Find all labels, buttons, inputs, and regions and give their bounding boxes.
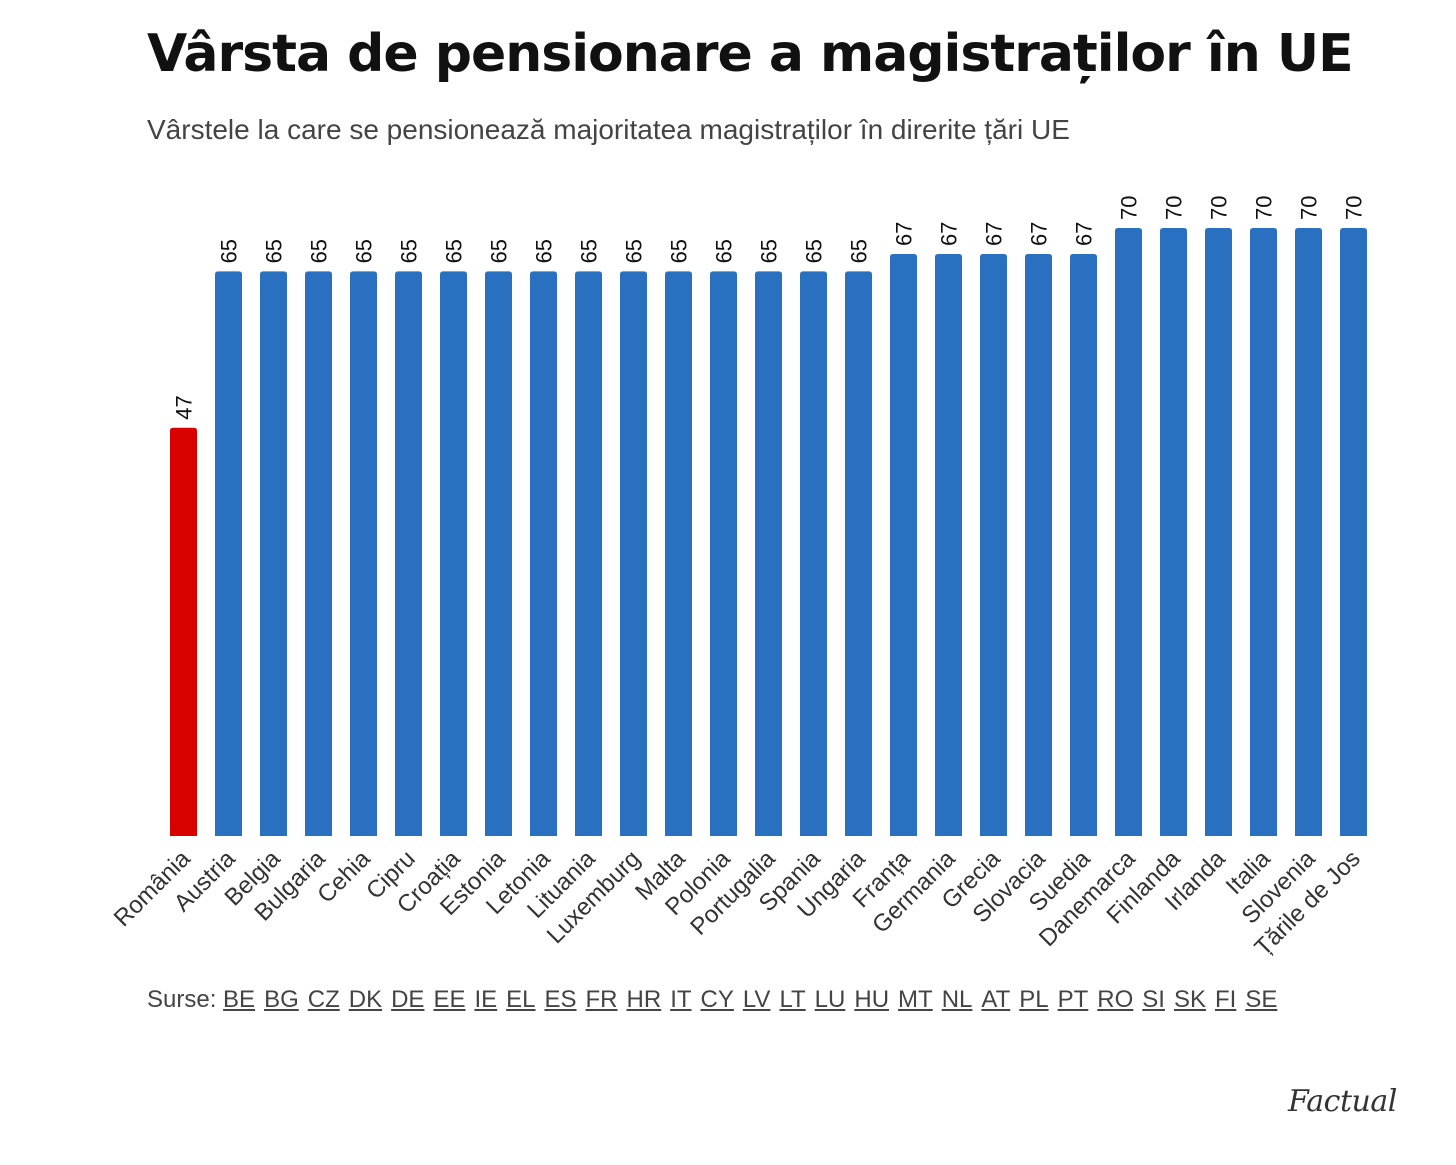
bar-value-label: 70 <box>1297 196 1322 220</box>
bar-value-label: 65 <box>622 239 647 263</box>
category-labels-group: RomâniaAustriaBelgiaBulgariaCehiaCipruCr… <box>109 845 1366 962</box>
bar-value-label: 67 <box>1027 222 1052 246</box>
source-link-ie[interactable]: IE <box>474 986 498 1013</box>
source-link-ee[interactable]: EE <box>433 986 466 1013</box>
bar-value-label: 67 <box>1072 222 1097 246</box>
bar-value-label: 65 <box>262 239 287 263</box>
source-link-el[interactable]: EL <box>506 986 536 1013</box>
source-links: BE BG CZ DK DE EE IE EL ES FR HR IT CY LV LT LU HU MT NL AT… <box>223 986 1286 1013</box>
bar-slovenia <box>1295 228 1322 836</box>
bar-value-label: 67 <box>982 222 1007 246</box>
bar-țările-de-jos <box>1340 228 1367 836</box>
sources-label: Surse: <box>147 986 217 1013</box>
source-link-bg[interactable]: BG <box>264 986 299 1013</box>
bar-value-label: 65 <box>712 239 737 263</box>
bar-belgia <box>260 271 287 836</box>
source-link-pl[interactable]: PL <box>1019 986 1049 1013</box>
source-link-pt[interactable]: PT <box>1057 986 1089 1013</box>
source-link-be[interactable]: BE <box>223 986 256 1013</box>
bar-value-label: 65 <box>532 239 557 263</box>
source-link-mt[interactable]: MT <box>898 986 933 1013</box>
bar-franța <box>890 254 917 837</box>
bar-value-label: 70 <box>1252 196 1277 220</box>
bar-italia <box>1250 228 1277 836</box>
bar-letonia <box>530 271 557 836</box>
bar-value-label: 65 <box>307 239 332 263</box>
bar-lituania <box>575 271 602 836</box>
source-link-se[interactable]: SE <box>1245 986 1278 1013</box>
source-link-sk[interactable]: SK <box>1173 986 1206 1013</box>
bar-cehia <box>350 271 377 836</box>
bar-estonia <box>485 271 512 836</box>
source-link-it[interactable]: IT <box>670 986 692 1013</box>
source-link-es[interactable]: ES <box>544 986 577 1013</box>
bar-value-label: 67 <box>892 222 917 246</box>
bar-românia <box>170 427 197 836</box>
bar-polonia <box>710 271 737 836</box>
bar-suedia <box>1070 254 1097 837</box>
bar-value-label: 65 <box>802 239 827 263</box>
bar-value-label: 65 <box>577 239 602 263</box>
bar-croația <box>440 271 467 836</box>
source-link-cy[interactable]: CY <box>700 986 734 1013</box>
bar-grecia <box>980 254 1007 837</box>
bar-value-label: 65 <box>217 239 242 263</box>
source-link-lt[interactable]: LT <box>779 986 806 1013</box>
source-link-fr[interactable]: FR <box>585 986 618 1013</box>
source-link-si[interactable]: SI <box>1142 986 1165 1013</box>
factual-logo: Factual <box>1288 1084 1397 1119</box>
bar-bulgaria <box>305 271 332 836</box>
chart-title: Vârsta de pensionare a magistraților în … <box>147 24 1354 84</box>
bar-value-label: 65 <box>757 239 782 263</box>
source-link-fi[interactable]: FI <box>1215 986 1237 1013</box>
bar-danemarca <box>1115 228 1142 836</box>
bar-cipru <box>395 271 422 836</box>
chart-subtitle: Vârstele la care se pensionează majorita… <box>147 114 1070 145</box>
category-label: Cehia <box>312 845 376 909</box>
bar-value-label: 65 <box>487 239 512 263</box>
bar-luxemburg <box>620 271 647 836</box>
bar-malta <box>665 271 692 836</box>
sources-line: Surse: BE BG CZ DK DE EE IE EL ES FR HR IT CY LV LT LU H… <box>147 986 1286 1014</box>
bar-slovacia <box>1025 254 1052 837</box>
bar-value-label: 65 <box>667 239 692 263</box>
bar-value-label: 47 <box>172 395 197 419</box>
bars-group <box>170 228 1367 837</box>
bar-finlanda <box>1160 228 1187 836</box>
bar-value-label: 65 <box>442 239 467 263</box>
source-link-ro[interactable]: RO <box>1097 986 1134 1013</box>
bar-portugalia <box>755 271 782 836</box>
source-link-at[interactable]: AT <box>981 986 1011 1013</box>
bar-germania <box>935 254 962 837</box>
bar-value-label: 65 <box>352 239 377 263</box>
bar-value-label: 70 <box>1207 196 1232 220</box>
bar-value-label: 65 <box>397 239 422 263</box>
bar-value-label: 70 <box>1342 196 1367 220</box>
bar-austria <box>215 271 242 836</box>
bar-value-label: 67 <box>937 222 962 246</box>
source-link-hr[interactable]: HR <box>626 986 662 1013</box>
bar-irlanda <box>1205 228 1232 836</box>
source-link-dk[interactable]: DK <box>348 986 383 1013</box>
source-link-lv[interactable]: LV <box>742 986 771 1013</box>
bar-ungaria <box>845 271 872 836</box>
source-link-nl[interactable]: NL <box>941 986 973 1013</box>
source-link-hu[interactable]: HU <box>854 986 890 1013</box>
source-link-lu[interactable]: LU <box>814 986 846 1013</box>
value-labels-group: 47 65 65 65 65 65 65 65 65 65 65 65 65 65 65 65 67 67 67 67… <box>172 196 1367 420</box>
source-link-de[interactable]: DE <box>391 986 425 1013</box>
source-link-cz[interactable]: CZ <box>307 986 340 1013</box>
bar-spania <box>800 271 827 836</box>
bar-value-label: 70 <box>1162 196 1187 220</box>
bar-value-label: 70 <box>1117 196 1142 220</box>
bar-value-label: 65 <box>847 239 872 263</box>
